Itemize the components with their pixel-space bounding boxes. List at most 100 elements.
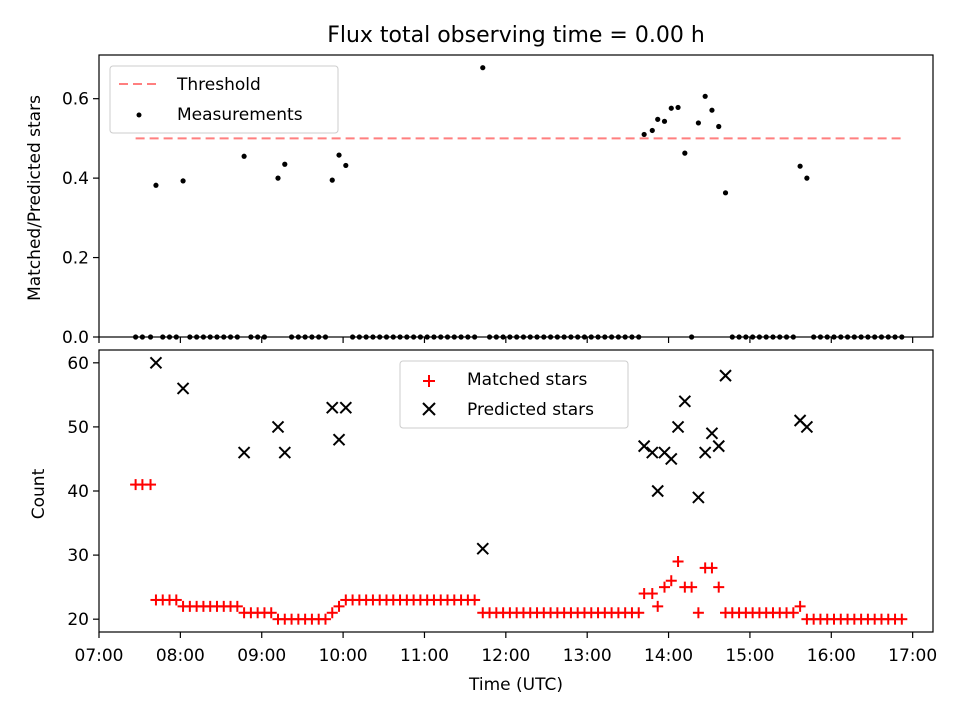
matched-star-point bbox=[686, 581, 698, 593]
matched-star-point bbox=[633, 607, 645, 619]
matched-star-point bbox=[231, 600, 243, 612]
top-y-tick-label: 0.2 bbox=[62, 249, 89, 269]
measurement-point bbox=[695, 120, 701, 126]
bottom-x-tick-label: 16:00 bbox=[807, 646, 856, 666]
matched-star-point bbox=[787, 607, 799, 619]
bottom-legend: Matched stars Predicted stars bbox=[399, 360, 629, 429]
measurement-point bbox=[655, 116, 661, 122]
legend-predicted-swatch bbox=[422, 402, 436, 416]
top-legend: Threshold Measurements bbox=[109, 65, 339, 134]
predicted-star-point bbox=[698, 446, 712, 459]
predicted-star-point bbox=[800, 420, 814, 434]
predicted-star-point bbox=[678, 395, 692, 408]
top-legend-box bbox=[109, 65, 339, 134]
measurement-point bbox=[275, 175, 281, 181]
top-y-tick-label: 0.4 bbox=[62, 169, 89, 189]
measurement-point bbox=[649, 127, 655, 134]
matched-stars-series bbox=[130, 479, 908, 625]
predicted-star-point bbox=[176, 382, 190, 395]
measurement-point bbox=[668, 105, 674, 111]
matched-star-point bbox=[646, 588, 658, 600]
measurement-point bbox=[682, 150, 688, 156]
measurement-point bbox=[797, 163, 803, 169]
top-y-axis: 0.0 0.2 0.4 0.6 bbox=[62, 90, 99, 348]
flux-ratio-panel: Flux total observing time = 0.00 h Match… bbox=[25, 23, 934, 348]
matched-star-point bbox=[170, 594, 182, 606]
measurement-point bbox=[480, 65, 486, 71]
matched-star-point bbox=[706, 562, 718, 574]
predicted-star-point bbox=[339, 401, 353, 414]
bottom-y-axis-label: Count bbox=[29, 468, 49, 519]
predicted-star-point bbox=[705, 427, 719, 440]
predicted-star-point bbox=[719, 369, 732, 382]
matched-star-point bbox=[713, 581, 725, 593]
measurement-point bbox=[675, 104, 681, 111]
measurement-point bbox=[153, 182, 159, 188]
predicted-star-point bbox=[476, 542, 489, 555]
bottom-x-tick-label: 11:00 bbox=[400, 646, 449, 666]
predicted-star-point bbox=[326, 401, 339, 414]
measurement-point bbox=[661, 118, 668, 124]
predicted-star-point bbox=[237, 446, 251, 459]
predicted-star-point bbox=[646, 446, 659, 459]
bottom-x-tick-label: 12:00 bbox=[481, 646, 530, 666]
predicted-star-point bbox=[149, 356, 163, 370]
legend-predicted-label: Predicted stars bbox=[467, 400, 594, 420]
measurement-point bbox=[804, 175, 810, 181]
measurement-point bbox=[282, 161, 288, 167]
matched-star-point bbox=[319, 613, 331, 625]
predicted-star-point bbox=[278, 446, 291, 459]
predicted-star-point bbox=[712, 439, 725, 453]
bottom-x-tick-label: 09:00 bbox=[237, 646, 286, 666]
predicted-star-point bbox=[637, 439, 651, 453]
bottom-x-tick-label: 17:00 bbox=[888, 646, 937, 666]
measurement-point bbox=[702, 93, 708, 99]
bottom-y-tick-label: 30 bbox=[67, 546, 89, 566]
measurements-series bbox=[133, 65, 905, 340]
legend-measurements-label: Measurements bbox=[177, 105, 303, 125]
bottom-plot-frame bbox=[98, 349, 934, 633]
predicted-star-point bbox=[271, 420, 285, 434]
matched-star-point bbox=[658, 581, 670, 593]
bottom-legend-box bbox=[399, 360, 629, 429]
top-y-axis-label: Matched/Predicted stars bbox=[25, 95, 45, 301]
legend-threshold-label: Threshold bbox=[176, 75, 261, 95]
x-axis-label: Time (UTC) bbox=[468, 675, 563, 695]
matched-star-point bbox=[672, 556, 684, 567]
predicted-star-point bbox=[671, 420, 685, 434]
legend-measurements-swatch bbox=[136, 112, 142, 118]
predicted-star-point bbox=[332, 433, 346, 446]
predicted-star-point bbox=[665, 452, 678, 466]
top-y-tick-label: 0.6 bbox=[62, 90, 89, 110]
bottom-y-tick-label: 60 bbox=[67, 354, 89, 374]
measurement-point bbox=[641, 131, 647, 138]
top-y-tick-label: 0.0 bbox=[62, 328, 89, 348]
measurement-point bbox=[343, 162, 349, 169]
matched-star-point bbox=[333, 600, 345, 612]
predicted-star-point bbox=[692, 491, 705, 504]
bottom-x-tick-label: 14:00 bbox=[644, 646, 693, 666]
bottom-y-tick-label: 20 bbox=[67, 610, 89, 630]
bottom-y-tick-label: 50 bbox=[67, 418, 89, 438]
measurement-point bbox=[336, 152, 342, 158]
legend-matched-label: Matched stars bbox=[467, 370, 587, 390]
matched-star-point bbox=[326, 607, 338, 619]
legend-matched-swatch bbox=[423, 375, 435, 387]
bottom-y-axis: 20 30 40 50 60 bbox=[67, 354, 99, 630]
measurement-point bbox=[716, 123, 722, 130]
predicted-stars-series bbox=[149, 356, 814, 555]
measurement-point bbox=[709, 107, 715, 113]
measurement-point bbox=[241, 153, 247, 159]
chart-title: Flux total observing time = 0.00 h bbox=[327, 23, 705, 48]
matched-star-point bbox=[794, 600, 806, 612]
star-count-panel: Count Time (UTC) 20 30 40 50 60 07:00 08:00 09… bbox=[29, 349, 937, 695]
matched-star-point bbox=[469, 594, 481, 606]
measurement-point bbox=[180, 178, 186, 184]
matched-star-point bbox=[665, 575, 677, 587]
bottom-x-tick-label: 07:00 bbox=[75, 646, 124, 666]
matched-star-point bbox=[692, 607, 704, 619]
measurement-point bbox=[722, 190, 729, 196]
bottom-x-tick-label: 15:00 bbox=[725, 646, 774, 666]
matched-star-point bbox=[145, 479, 157, 491]
